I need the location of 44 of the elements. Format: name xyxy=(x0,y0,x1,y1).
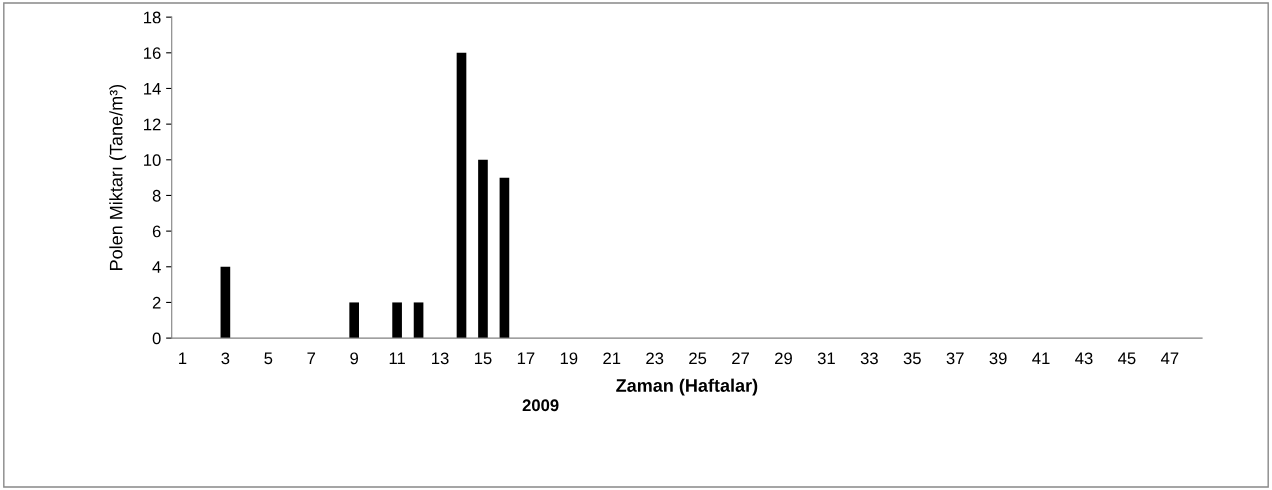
x-tick-label: 9 xyxy=(350,352,359,365)
bar xyxy=(349,302,359,339)
bar xyxy=(392,302,402,339)
x-tick-label: 1 xyxy=(179,352,187,365)
x-tick-label: 7 xyxy=(307,352,316,365)
x-tick-label: 15 xyxy=(474,352,492,365)
y-tick-label: 12 xyxy=(144,118,161,131)
x-tick-label: 19 xyxy=(560,352,578,365)
y-tick-label: 16 xyxy=(144,47,161,60)
y-axis-title: Polen Miktarı (Tane/m³) xyxy=(109,84,127,270)
x-tick-label: 17 xyxy=(517,352,535,365)
x-tick-label: 5 xyxy=(264,352,273,365)
x-tick-label: 31 xyxy=(817,352,835,365)
x-tick-label: 33 xyxy=(860,352,878,365)
x-tick-label: 35 xyxy=(903,352,921,365)
y-tick-label: 4 xyxy=(152,261,161,273)
x-tick-label: 29 xyxy=(775,352,792,365)
x-tick-label: 47 xyxy=(1160,352,1179,365)
y-tick-label: 6 xyxy=(152,225,161,238)
x-tick-label: 41 xyxy=(1032,352,1050,365)
x-tick-label: 11 xyxy=(389,352,405,365)
text: 2009 xyxy=(522,399,559,412)
y-tick-label: 14 xyxy=(144,83,161,95)
bar xyxy=(499,177,510,339)
x-tick-label: 37 xyxy=(946,352,964,365)
y-tick-label: 2 xyxy=(152,296,161,309)
bar xyxy=(478,159,488,339)
x-tick-label: 21 xyxy=(603,352,621,365)
x-tick-label: 43 xyxy=(1075,352,1093,365)
y-tick-label: 0 xyxy=(152,332,161,345)
x-tick-label: 45 xyxy=(1118,352,1136,365)
x-tick-label: 23 xyxy=(646,352,664,365)
x-axis-title: Zaman (Haftalar) xyxy=(616,378,758,396)
y-tick-label: 8 xyxy=(152,189,161,202)
x-tick-label: 25 xyxy=(689,352,707,365)
x-tick-label: 27 xyxy=(732,352,749,365)
y-tick-label: 18 xyxy=(144,11,161,24)
y-tick-label: 10 xyxy=(144,154,161,166)
x-tick-label: 39 xyxy=(989,352,1007,365)
bar xyxy=(456,52,467,339)
x-tick-label: 13 xyxy=(432,352,449,365)
x-tick-label: 3 xyxy=(221,352,230,365)
bar xyxy=(220,266,231,339)
bar xyxy=(413,302,424,339)
